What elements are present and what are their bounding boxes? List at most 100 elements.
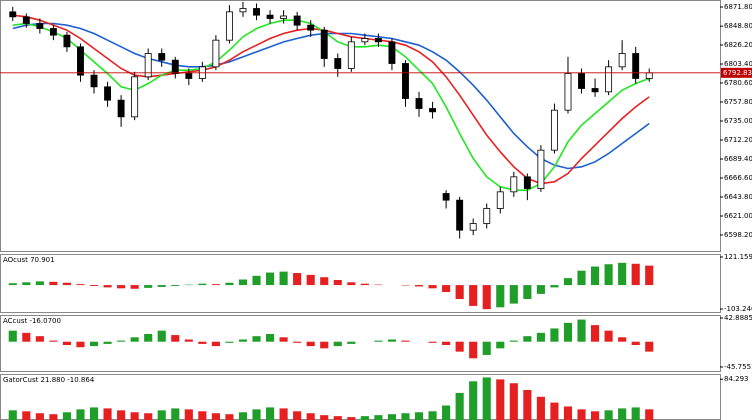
y-tick-label: 6689.40 <box>724 155 752 163</box>
histogram-bar <box>130 337 139 342</box>
histogram-bar <box>374 415 383 420</box>
histogram-bar <box>117 285 126 289</box>
histogram-bar <box>22 282 31 286</box>
histogram-bar <box>428 411 437 420</box>
histogram-bar <box>8 410 17 420</box>
histogram-bar <box>414 285 424 287</box>
panel-title: AOcust 70.901 <box>3 256 55 264</box>
candle-body <box>388 41 396 64</box>
histogram-bar <box>536 285 545 294</box>
histogram-bar <box>198 283 207 286</box>
y-tick-label: 6871.80 <box>724 3 752 11</box>
histogram-bar <box>523 336 532 342</box>
candle-body <box>104 86 112 101</box>
histogram-bar <box>645 341 654 352</box>
histogram-bar <box>117 340 126 342</box>
candle-body <box>131 76 139 118</box>
candle-body <box>591 88 599 93</box>
histogram-bar <box>333 279 342 286</box>
y-tick-label: -103.246 <box>724 305 752 313</box>
candle-body <box>510 176 518 193</box>
histogram-bar <box>225 414 234 420</box>
histogram-bar <box>618 262 627 286</box>
histogram-bar <box>347 341 356 344</box>
histogram-bar <box>496 285 505 308</box>
histogram-bar <box>171 335 180 342</box>
histogram-bar <box>591 266 600 286</box>
candle-body <box>36 23 44 29</box>
candle-body <box>90 74 98 88</box>
panel-frame <box>0 254 721 313</box>
histogram-bar <box>306 413 315 420</box>
histogram-bar <box>279 337 288 342</box>
candle-body <box>77 46 84 76</box>
histogram-bar <box>604 410 613 420</box>
histogram-bar <box>293 411 302 420</box>
candle-body <box>537 149 545 189</box>
histogram-bar <box>76 409 85 420</box>
histogram-bar <box>89 285 99 287</box>
histogram-bar <box>184 409 193 420</box>
histogram-bar <box>618 408 627 420</box>
y-tick-label: 6598.20 <box>724 231 752 239</box>
panel-title: GatorCust 21.880 -10.864 <box>3 376 95 384</box>
histogram-bar <box>130 285 139 289</box>
histogram-bar <box>320 341 329 349</box>
histogram-bar <box>523 390 532 420</box>
histogram-bar <box>35 281 44 286</box>
histogram-bar <box>442 405 451 420</box>
histogram-bar <box>8 330 17 342</box>
histogram-bar <box>496 379 505 420</box>
candle-body <box>212 39 220 68</box>
histogram-bar <box>496 341 505 349</box>
histogram-bar <box>387 339 396 342</box>
histogram-bar <box>293 273 302 286</box>
histogram-bar <box>89 341 99 347</box>
histogram-bar <box>604 330 613 342</box>
candle-body <box>307 24 315 31</box>
histogram-bar <box>266 333 275 342</box>
candle-body <box>22 16 30 24</box>
histogram-bar <box>509 285 518 304</box>
histogram-bar <box>157 285 166 287</box>
histogram-bar <box>347 282 356 286</box>
histogram-bar <box>401 340 410 342</box>
candle-body <box>564 73 572 111</box>
histogram-bar <box>631 407 640 420</box>
histogram-bar <box>509 383 518 420</box>
histogram-bar <box>550 328 559 342</box>
histogram-bar <box>225 282 234 286</box>
histogram-bar <box>604 264 613 286</box>
last-price-box <box>721 67 752 78</box>
histogram-bar <box>401 413 410 420</box>
y-tick-label: 6826.20 <box>724 41 752 49</box>
histogram-bar <box>238 412 248 420</box>
histogram-bar <box>76 341 85 348</box>
histogram-bar <box>563 322 573 342</box>
histogram-bar <box>563 406 573 420</box>
histogram-bar <box>62 341 71 346</box>
histogram-bar <box>103 285 112 288</box>
y-tick-label: 84.293 <box>724 375 749 383</box>
histogram-bar <box>455 392 464 420</box>
histogram-bar <box>49 414 58 420</box>
histogram-bar <box>35 336 44 342</box>
candle-body <box>239 8 247 13</box>
y-tick-label: 121.159 <box>724 253 752 261</box>
candle-body <box>645 72 653 79</box>
histogram-bar <box>49 281 58 286</box>
candle-body <box>266 14 274 19</box>
histogram-bar <box>306 341 315 347</box>
histogram-bar <box>117 410 126 420</box>
histogram-bar <box>591 325 600 342</box>
histogram-bar <box>35 413 44 420</box>
histogram-bar <box>22 332 31 342</box>
candle-body <box>225 11 233 41</box>
candle-body <box>63 34 71 48</box>
histogram-bar <box>536 332 545 342</box>
histogram-bar <box>184 339 193 342</box>
histogram-bar <box>198 411 207 420</box>
histogram-bar <box>577 409 586 420</box>
candle-body <box>415 98 423 109</box>
